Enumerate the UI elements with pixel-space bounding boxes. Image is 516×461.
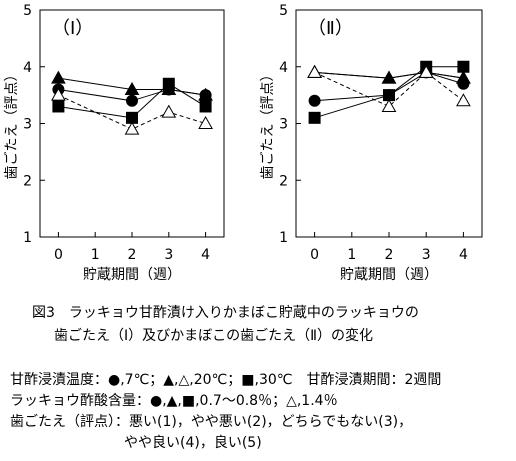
data-point-circle [199, 89, 212, 102]
y-tick-label: 1 [279, 230, 288, 246]
y-tick-label: 4 [279, 60, 288, 76]
legend-temperature-note: 甘酢浸漬温度：●,7℃；▲,△,20℃；■,30℃ 甘酢浸漬期間：2週間 [10, 372, 442, 388]
series-filled-triangle-solid [307, 64, 471, 84]
legend-acidity-note: ラッキョウ酢酸含量：●,▲,■,0.7～0.8％；△,1.4％ [10, 393, 338, 409]
series-open-triangle-dashed [51, 87, 213, 135]
data-point-triangle [418, 64, 434, 78]
y-tick-label: 5 [279, 3, 288, 19]
y-tick-label: 1 [23, 230, 32, 246]
data-point-square [52, 100, 65, 113]
data-point-circle [308, 94, 321, 107]
series-filled-square-solid [308, 60, 470, 124]
data-point-circle [457, 77, 470, 90]
figure-caption-line-1: 図3 ラッキョウ甘酢漬け入りかまぼこ貯蔵中のラッキョウの [32, 305, 419, 321]
score-scale-note-line-1: 歯ごたえ（評点）：悪い(1)，やや悪い(2)，どちらでもない(3)， [10, 414, 413, 430]
y-tick-label: 3 [23, 117, 32, 133]
x-tick-label: 0 [310, 247, 319, 263]
data-point-triangle [381, 70, 397, 84]
data-point-triangle [198, 115, 213, 129]
x-tick-label: 2 [385, 247, 394, 263]
chart-panel-1: 1 2 3 4 5 0 1 2 3 4 （Ⅰ） 貯蔵期間（週） 歯ごたえ（評点） [4, 3, 225, 283]
x-tick-label: 1 [347, 247, 356, 263]
data-point-triangle [456, 93, 471, 107]
y-tick-label: 5 [23, 3, 32, 19]
data-point-triangle [161, 104, 177, 118]
data-point-square [457, 60, 470, 73]
plot-frame [295, 9, 483, 238]
chart-panel-2: 1 2 3 4 5 0 1 2 3 4 （Ⅱ） 貯蔵期間（週） 歯ごたえ（評点） [260, 3, 483, 283]
series-filled-square-solid [52, 77, 212, 124]
data-point-square [308, 111, 321, 124]
series-line [314, 71, 464, 102]
data-point-triangle [307, 64, 322, 78]
x-tick-label: 3 [422, 247, 431, 263]
panel-label: （Ⅱ） [308, 18, 353, 39]
x-tick-label: 1 [91, 247, 100, 263]
series-line [314, 66, 464, 119]
series-open-triangle-dashed [307, 64, 471, 112]
series-line [58, 88, 206, 102]
series-line [314, 71, 464, 108]
score-scale-note-line-2: やや良い(4)，良い(5) [124, 435, 262, 451]
data-point-triangle [51, 87, 66, 101]
x-tick-label: 4 [459, 247, 468, 263]
data-point-triangle [381, 98, 397, 112]
x-axis-label: 貯蔵期間（週） [83, 267, 181, 283]
data-point-triangle [51, 70, 66, 84]
data-point-square [162, 77, 175, 90]
y-axis-label: 歯ごたえ（評点） [4, 68, 20, 180]
x-tick-label: 2 [128, 247, 137, 263]
series-line [58, 83, 206, 119]
data-point-square [199, 100, 212, 113]
x-tick-label: 3 [164, 247, 173, 263]
y-tick-label: 4 [23, 60, 32, 76]
panel-label: （Ⅰ） [52, 18, 93, 39]
data-point-triangle [124, 121, 140, 135]
figure: 1 2 3 4 5 0 1 2 3 4 （Ⅰ） 貯蔵期間（週） 歯ごたえ（評点） 1 2 3 4 5 0 1 2 3 4 （Ⅱ… [4, 3, 483, 283]
data-point-triangle [124, 81, 140, 95]
series-line [58, 94, 206, 130]
y-tick-label: 2 [23, 173, 32, 189]
y-tick-label: 3 [279, 117, 288, 133]
x-axis-label: 貯蔵期間（週） [340, 267, 438, 283]
y-axis-label: 歯ごたえ（評点） [260, 68, 276, 180]
y-tick-label: 2 [279, 173, 288, 189]
x-tick-label: 4 [201, 247, 210, 263]
series-line [314, 71, 464, 79]
x-tick-label: 0 [54, 247, 63, 263]
data-point-circle [126, 94, 138, 107]
figure-caption-line-2: 歯ごたえ（Ⅰ）及びかまぼこの歯ごたえ（Ⅱ）の変化 [54, 328, 374, 344]
